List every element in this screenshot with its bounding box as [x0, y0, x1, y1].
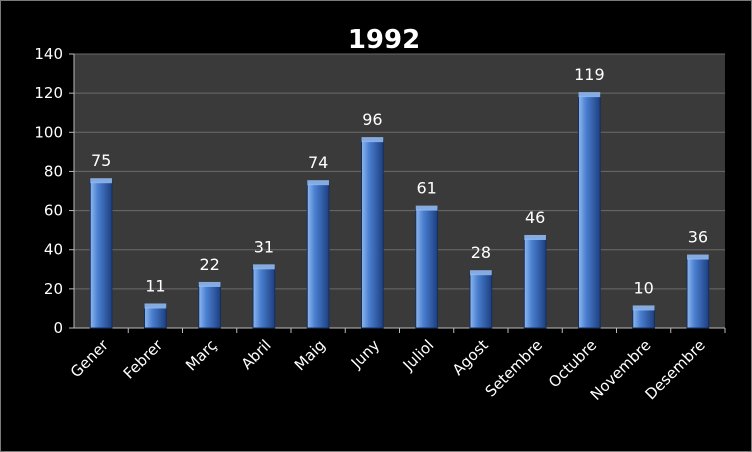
- bar-top: [90, 178, 112, 184]
- bar: [144, 305, 167, 329]
- bar-top: [144, 303, 167, 309]
- bar: [198, 284, 221, 329]
- bar-top: [470, 270, 492, 276]
- axes: [69, 53, 726, 333]
- bar-top: [415, 205, 438, 211]
- data-label: 11: [145, 276, 165, 295]
- x-axis-category-labels: Gener Febrer Març Abril Maig Juny Juliol AgostS…: [67, 336, 709, 404]
- bar: [361, 139, 384, 329]
- data-label: 10: [633, 278, 653, 297]
- bar-top: [687, 254, 709, 260]
- bar-top: [198, 281, 221, 287]
- bar: [252, 266, 276, 329]
- data-label: 96: [362, 110, 382, 129]
- bar: [306, 182, 330, 329]
- data-label: 75: [91, 151, 111, 170]
- data-label: 36: [688, 228, 708, 247]
- bar: [578, 94, 601, 329]
- plot-area: [74, 54, 725, 328]
- y-tick-label: 100: [34, 123, 63, 141]
- y-tick-label: 140: [34, 45, 63, 63]
- bar-top: [307, 180, 329, 186]
- data-label: 28: [471, 243, 491, 262]
- bar: [469, 272, 493, 329]
- x-category-label: Octubre: [545, 336, 600, 391]
- y-tick-label: 80: [44, 162, 63, 180]
- y-tick-label: 60: [44, 202, 63, 220]
- y-tick-label: 0: [53, 319, 63, 337]
- chart-title: 1992: [348, 25, 420, 55]
- bar-top: [253, 264, 275, 270]
- bar: [632, 307, 655, 329]
- bar-top: [361, 137, 384, 143]
- data-label: 119: [574, 65, 605, 84]
- data-label: 61: [416, 179, 436, 198]
- y-tick-label: 20: [44, 280, 63, 298]
- data-label: 46: [525, 208, 545, 227]
- bar-top: [578, 92, 601, 98]
- bars: [89, 92, 710, 329]
- x-category-label: Març: [182, 336, 220, 374]
- data-label: 31: [254, 237, 274, 256]
- bar: [523, 237, 547, 329]
- x-category-label: Juny: [347, 336, 383, 372]
- x-category-label: Juliol: [399, 336, 438, 375]
- x-category-label: Gener: [67, 336, 113, 382]
- bar: [89, 180, 113, 329]
- gridlines: [74, 53, 725, 290]
- bar: [686, 257, 710, 329]
- x-category-label: Febrer: [120, 336, 167, 383]
- y-tick-label: 40: [44, 241, 63, 259]
- y-axis-tick-labels: 0 20 40 60 80 100 120 140: [34, 45, 63, 337]
- x-category-label: Agost: [449, 336, 492, 379]
- y-tick-label: 120: [34, 84, 63, 102]
- x-category-label: Maig: [291, 336, 329, 374]
- bar-top: [524, 234, 546, 240]
- data-labels: 75 11 22 31 74 96 61 28 46 119 10 36: [91, 65, 708, 297]
- bar: [415, 208, 438, 329]
- x-category-label: Setembre: [482, 336, 546, 400]
- bar-top: [632, 305, 655, 311]
- data-label: 74: [308, 153, 328, 172]
- data-label: 22: [199, 255, 219, 274]
- x-category-label: Abril: [238, 336, 275, 373]
